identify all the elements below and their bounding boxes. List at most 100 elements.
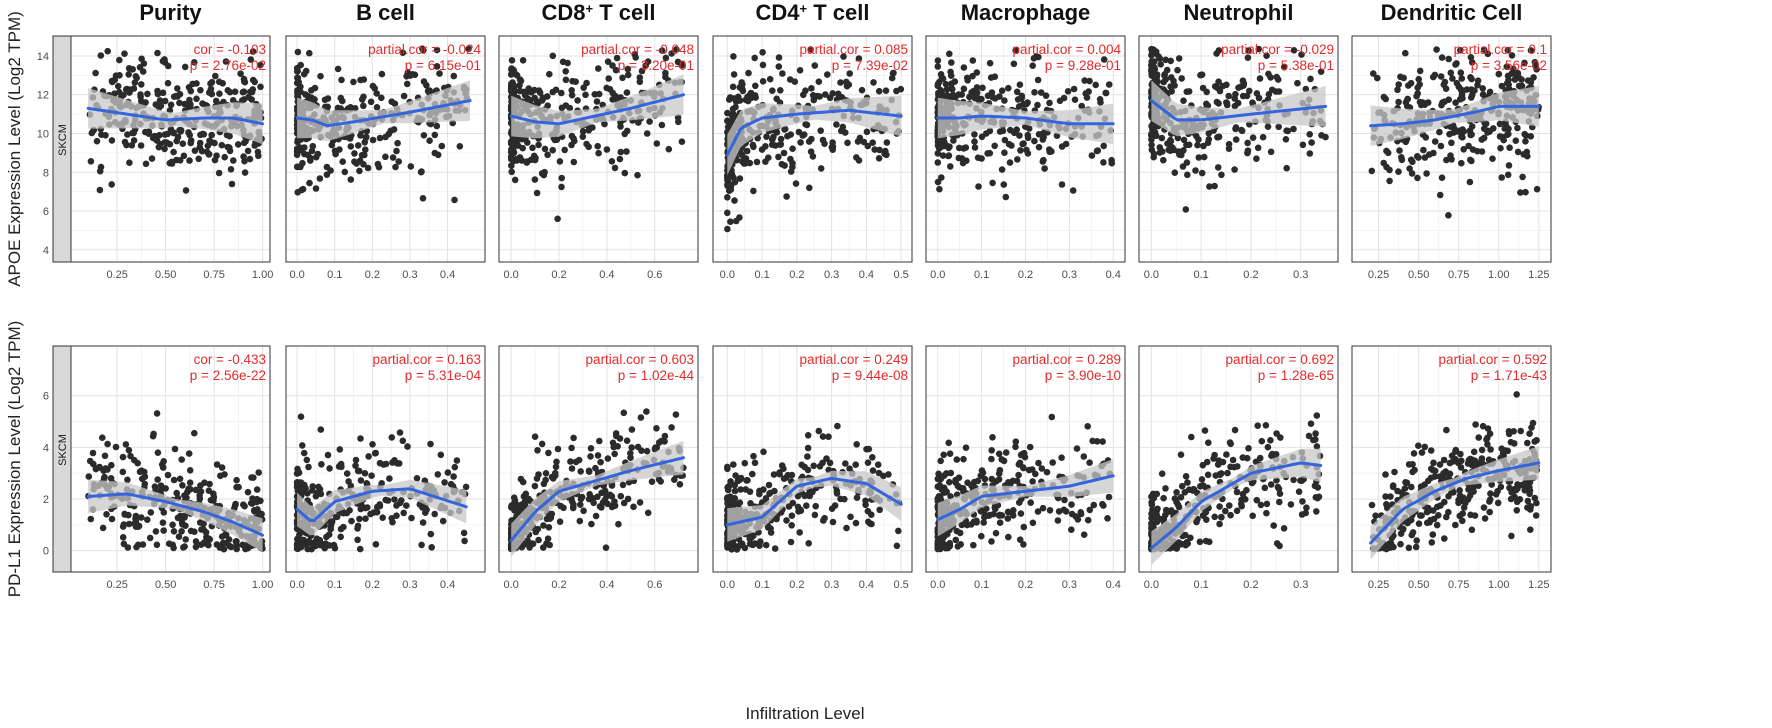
scatter-point bbox=[353, 160, 360, 167]
column-title-5: Neutrophil bbox=[1184, 0, 1294, 25]
scatter-point bbox=[1415, 442, 1422, 450]
scatter-point bbox=[885, 471, 892, 478]
scatter-point bbox=[551, 469, 559, 477]
scatter-point bbox=[338, 76, 345, 84]
scatter-point bbox=[955, 144, 963, 152]
scatter-point bbox=[1487, 490, 1494, 497]
panel-border bbox=[1138, 345, 1339, 573]
scatter-point bbox=[725, 96, 733, 103]
scatter-point bbox=[1504, 171, 1512, 179]
scatter-point bbox=[574, 97, 581, 104]
scatter-point bbox=[1223, 451, 1230, 458]
scatter-point bbox=[1390, 543, 1397, 551]
scatter-point bbox=[386, 475, 393, 482]
scatter-point bbox=[869, 139, 876, 146]
scatter-point bbox=[431, 149, 439, 157]
scatter-point bbox=[107, 475, 115, 482]
scatter-point bbox=[1280, 525, 1288, 532]
scatter-point bbox=[237, 70, 244, 77]
scatter-point bbox=[1480, 134, 1488, 142]
scatter-point bbox=[1001, 97, 1008, 104]
x-tick-label: 0.4 bbox=[859, 579, 874, 591]
scatter-point bbox=[807, 46, 814, 53]
scatter-point bbox=[1417, 512, 1424, 519]
scatter-point bbox=[1080, 531, 1088, 538]
scatter-point bbox=[811, 511, 819, 519]
scatter-point bbox=[125, 65, 133, 72]
scatter-point bbox=[1196, 538, 1204, 546]
scatter-point bbox=[92, 69, 99, 77]
scatter-point bbox=[460, 529, 468, 537]
scatter-point bbox=[619, 74, 626, 82]
scatter-point bbox=[1011, 129, 1018, 137]
scatter-point bbox=[1013, 88, 1021, 96]
scatter-point bbox=[938, 74, 946, 82]
scatter-point bbox=[738, 540, 746, 547]
scatter-point bbox=[964, 77, 971, 84]
scatter-point bbox=[797, 506, 804, 514]
loess-fit-line bbox=[936, 114, 1115, 126]
scatter-point bbox=[208, 139, 215, 146]
scatter-point bbox=[611, 164, 619, 172]
scatter-point bbox=[852, 519, 860, 527]
scatter-point bbox=[934, 178, 942, 186]
scatter-point bbox=[1204, 471, 1212, 479]
scatter-point bbox=[507, 155, 515, 163]
scatter-point bbox=[168, 160, 176, 167]
scatter-point bbox=[334, 65, 342, 73]
scatter-point bbox=[436, 70, 443, 77]
scatter-point bbox=[546, 541, 553, 549]
scatter-point bbox=[1231, 426, 1239, 434]
scatter-point bbox=[153, 410, 161, 417]
scatter-point bbox=[557, 502, 564, 510]
scatter-point bbox=[1294, 79, 1301, 87]
scatter-point bbox=[1216, 503, 1223, 510]
scatter-point bbox=[803, 502, 810, 510]
scatter-point bbox=[991, 142, 998, 150]
scatter-point bbox=[1216, 470, 1224, 478]
y-tick-label: 10 bbox=[37, 128, 49, 140]
scatter-point bbox=[1199, 512, 1207, 519]
scatter-point bbox=[583, 79, 590, 87]
scatter-point bbox=[989, 434, 996, 441]
scatter-point bbox=[388, 434, 396, 441]
scatter-point bbox=[1235, 84, 1242, 91]
scatter-point bbox=[404, 443, 411, 450]
scatter-point bbox=[1264, 123, 1272, 130]
scatter-point bbox=[1179, 163, 1187, 170]
scatter-point bbox=[1533, 66, 1540, 73]
scatter-point bbox=[219, 80, 226, 87]
scatter-point bbox=[780, 149, 788, 157]
scatter-point bbox=[589, 495, 597, 502]
scatter-point bbox=[552, 463, 560, 471]
scatter-point bbox=[570, 135, 577, 142]
scatter-point bbox=[1001, 149, 1008, 156]
scatter-point bbox=[221, 153, 228, 161]
scatter-point bbox=[99, 524, 107, 532]
scatter-point bbox=[508, 504, 515, 511]
scatter-point bbox=[946, 478, 953, 486]
scatter-point bbox=[634, 171, 641, 179]
column-title-2: CD8+ T cell bbox=[542, 0, 656, 25]
scatter-point bbox=[1148, 523, 1155, 530]
scatter-point bbox=[853, 441, 860, 448]
scatter-point bbox=[531, 433, 539, 441]
scatter-point bbox=[251, 508, 258, 515]
scatter-point bbox=[1019, 140, 1026, 148]
scatter-point bbox=[396, 499, 404, 507]
scatter-point bbox=[1166, 508, 1174, 515]
scatter-point bbox=[294, 87, 301, 94]
correlation-label: partial.cor = 0.603 bbox=[586, 352, 694, 367]
scatter-point bbox=[598, 489, 605, 497]
scatter-point bbox=[205, 150, 213, 158]
scatter-point bbox=[568, 87, 575, 94]
scatter-point bbox=[1421, 443, 1429, 451]
scatter-point bbox=[1261, 484, 1269, 492]
x-tick-label: 0.4 bbox=[599, 579, 614, 591]
scatter-point bbox=[336, 146, 343, 153]
scatter-point bbox=[350, 78, 357, 86]
scatter-point bbox=[946, 50, 953, 58]
scatter-point bbox=[604, 500, 611, 508]
scatter-point bbox=[1467, 94, 1475, 101]
